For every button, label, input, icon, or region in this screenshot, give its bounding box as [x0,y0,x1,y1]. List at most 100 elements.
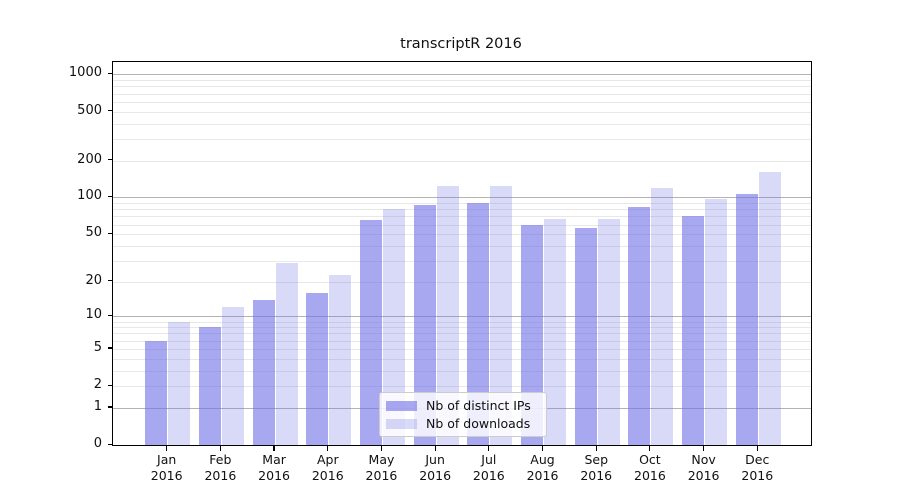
x-tick-label-mar: Mar 2016 [244,452,304,483]
y-tick-label-10: 10 [85,307,102,323]
x-tick-month: Apr [316,452,339,467]
legend-swatch-downloads [386,418,417,429]
x-tick-label-apr: Apr 2016 [298,452,358,483]
y-tick-mark-10 [108,314,113,317]
gridline-minor-90 [113,203,811,205]
gridline-minor-7 [113,333,811,335]
gridline-minor-60 [113,224,811,226]
bar-may-distinct-ips [359,220,382,445]
x-tick-label-dec: Dec 2016 [727,452,787,483]
x-tick-year: 2016 [419,467,452,483]
bar-apr-distinct-ips [306,293,329,445]
y-tick-label-200: 200 [77,151,102,167]
x-tick-month: Nov [691,452,716,467]
gridline-minor-600 [113,101,811,103]
x-tick-year: 2016 [311,467,344,483]
y-tick-mark-100 [108,195,113,198]
y-tick-mark-5 [108,347,113,349]
bar-sep-distinct-ips [574,228,597,445]
x-tick-month: Jan [157,452,177,467]
bar-nov-distinct-ips [682,216,705,445]
gridline-minor-400 [113,123,811,125]
bar-oct-distinct-ips [628,206,651,445]
bar-jul-downloads [490,186,513,445]
bar-jan-downloads [168,321,191,445]
x-tick-label-may: May 2016 [351,452,411,483]
bar-jun-distinct-ips [413,205,436,445]
y-tick-label-20: 20 [85,272,102,288]
x-tick-mark-jan [166,446,168,451]
x-tick-label-sep: Sep 2016 [566,452,626,483]
x-tick-month: Feb [209,452,232,467]
gridline-minor-40 [113,245,811,247]
x-tick-label-nov: Nov 2016 [674,452,734,483]
x-tick-year: 2016 [150,467,183,483]
bar-feb-distinct-ips [198,327,221,445]
x-tick-month: Sep [584,452,608,467]
bar-jan-distinct-ips [145,340,168,445]
bar-jun-downloads [436,185,459,445]
x-tick-label-jan: Jan 2016 [137,452,197,483]
chart-title: transcriptR 2016 [400,36,522,52]
y-tick-mark-2 [108,384,113,386]
x-tick-month: Jun [425,452,445,467]
y-tick-mark-20 [108,280,113,282]
x-tick-year: 2016 [204,467,237,483]
x-tick-mark-feb [219,446,221,451]
y-tick-label-5: 5 [93,339,102,355]
x-tick-mark-may [380,446,383,451]
bar-apr-downloads [329,274,352,445]
gridline-minor-80 [113,209,811,211]
gridline-minor-3 [113,370,811,372]
x-tick-mark-oct [649,446,651,451]
x-tick-month: May [368,452,395,467]
legend-label-downloads: Nb of downloads [426,416,531,431]
gridline-minor-9 [113,321,811,323]
gridline-minor-8 [113,327,811,329]
x-tick-year: 2016 [634,467,666,483]
y-tick-label-2: 2 [93,377,102,393]
gridline-major-100 [113,197,811,199]
bar-dec-downloads [758,172,781,445]
x-tick-year: 2016 [526,467,559,483]
x-tick-mark-jul [488,446,490,451]
gridline-minor-900 [113,80,811,82]
legend-item-downloads: Nb of downloads [386,416,540,431]
bar-may-downloads [382,209,405,445]
x-tick-year: 2016 [365,467,398,483]
bar-dec-distinct-ips [735,193,758,445]
gridline-minor-700 [113,93,811,95]
x-tick-label-oct: Oct 2016 [620,452,680,483]
x-tick-mark-sep [595,446,597,451]
x-tick-mark-jun [434,446,436,451]
bar-mar-downloads [275,262,298,445]
y-tick-label-50: 50 [85,225,102,241]
y-tick-label-100: 100 [77,188,102,204]
x-tick-year: 2016 [472,467,505,483]
x-tick-month: Dec [745,452,770,467]
x-tick-mark-aug [541,446,544,451]
x-tick-year: 2016 [580,467,613,483]
x-tick-mark-nov [703,446,705,451]
gridline-minor-30 [113,260,811,262]
bar-oct-downloads [651,187,674,445]
gridline-minor-300 [113,138,811,140]
y-tick-mark-1000 [108,72,113,75]
gridline-minor-70 [113,216,811,218]
legend-item-distinct-ips: Nb of distinct IPs [386,398,540,413]
gridline-major-10 [113,316,811,318]
legend-swatch-distinct-ips [386,400,417,411]
bar-jul-distinct-ips [467,203,490,445]
y-tick-label-1000: 1000 [68,65,102,81]
y-tick-mark-500 [108,110,113,112]
bar-nov-downloads [705,199,728,445]
y-tick-label-1: 1 [93,398,102,414]
x-tick-mark-mar [273,446,275,451]
gridline-minor-500 [113,111,811,113]
x-tick-year: 2016 [741,467,774,483]
gridline-minor-200 [113,160,811,162]
x-tick-label-jun: Jun 2016 [405,452,465,483]
y-tick-mark-200 [108,159,113,161]
gridline-minor-50 [113,234,811,236]
x-tick-label-feb: Feb 2016 [190,452,250,483]
